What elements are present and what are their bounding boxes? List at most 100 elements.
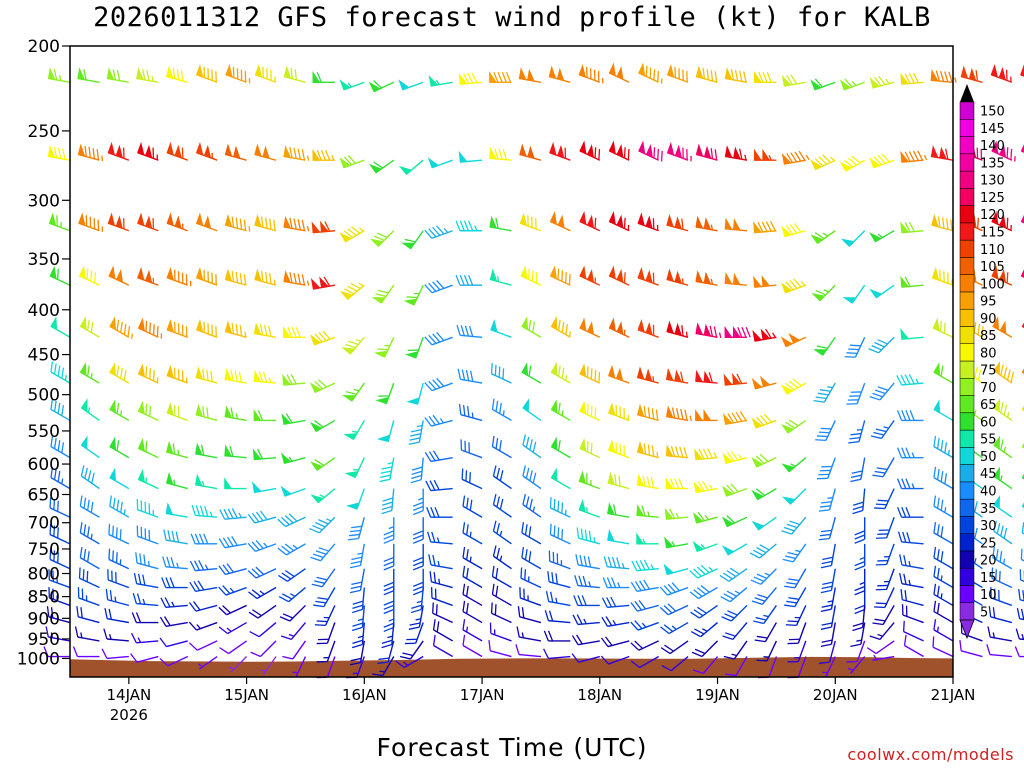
barb-feather (902, 531, 907, 543)
barb-flag (722, 452, 734, 464)
barb-feather (269, 218, 272, 230)
barb-half-feather (521, 632, 525, 638)
barb-shaft (460, 414, 483, 422)
barb-feather (917, 150, 924, 161)
colorbar-swatch (959, 308, 975, 327)
x-tick-sublabel: 2026 (110, 706, 148, 724)
barb-flag (724, 145, 733, 159)
barb-flag (732, 218, 741, 231)
wind-barb (137, 266, 159, 286)
barb-feather (268, 325, 272, 337)
barb-shaft (492, 446, 512, 459)
barb-flag (579, 317, 587, 332)
barb-half-feather (326, 518, 332, 522)
barb-flag (521, 362, 529, 377)
wind-barb (637, 212, 659, 232)
barb-feather (411, 470, 423, 475)
barb-flag (724, 217, 733, 230)
barb-feather (383, 581, 395, 587)
barb-feather (1010, 371, 1015, 383)
wind-barb (850, 622, 866, 648)
barb-feather (350, 560, 362, 565)
barb-feather (159, 657, 169, 667)
barb-half-feather (435, 79, 440, 85)
wind-barb (751, 375, 777, 390)
barb-shaft (903, 630, 924, 642)
barb-feather (852, 622, 864, 627)
wind-barb (281, 413, 306, 425)
wind-barb (900, 150, 928, 163)
barb-feather (248, 611, 259, 619)
barb-half-feather (61, 478, 64, 485)
barb-flag (341, 347, 356, 355)
barb-shaft (420, 457, 424, 480)
barb-feather (647, 407, 651, 419)
barb-feather (735, 411, 743, 422)
barb-feather (373, 161, 383, 169)
wind-barb (900, 275, 924, 288)
wind-barb (630, 579, 659, 593)
barb-feather (630, 602, 638, 612)
barb-feather (273, 219, 276, 231)
barb-feather (251, 589, 262, 597)
barb-feather (545, 590, 550, 602)
wind-barb (930, 69, 957, 83)
barb-feather (203, 533, 209, 545)
wind-barb (166, 364, 188, 384)
barb-feather (239, 218, 243, 230)
barb-flag (900, 150, 910, 163)
wind-barb (579, 140, 601, 161)
barb-feather (999, 551, 1003, 563)
barb-feather (756, 635, 768, 639)
barb-feather (436, 621, 440, 633)
credit-link[interactable]: coolwx.com/models (847, 745, 1014, 764)
wind-barb (518, 67, 542, 83)
wind-barb (572, 614, 600, 626)
wind-barb (578, 498, 601, 518)
barb-flag (842, 297, 857, 304)
barb-feather (127, 326, 131, 337)
wind-barb (424, 279, 453, 294)
wind-barb (601, 596, 630, 609)
barb-half-feather (502, 410, 505, 416)
barb-flag (489, 146, 497, 160)
barb-feather (901, 447, 907, 458)
y-tick-label: 600 (28, 455, 60, 475)
barb-feather (565, 272, 567, 284)
barb-feather (866, 647, 877, 655)
wind-barb (575, 554, 600, 570)
wind-barb (872, 605, 895, 626)
barb-feather (404, 238, 416, 243)
barb-feather (945, 148, 949, 160)
wind-barb (224, 368, 247, 384)
barb-shaft (521, 557, 542, 570)
barb-feather (351, 643, 363, 649)
barb-flag (550, 316, 558, 331)
barb-feather (436, 279, 445, 289)
wind-barb (309, 330, 336, 346)
barb-half-feather (471, 412, 474, 419)
wind-barb (692, 540, 718, 553)
wind-barb (665, 477, 689, 490)
wind-barb (751, 413, 777, 429)
wind-barb (79, 362, 100, 384)
wind-barb (462, 583, 483, 607)
barb-feather (251, 512, 260, 523)
colorbar-swatch (959, 239, 975, 258)
wind-barb (522, 493, 542, 518)
wind-barb (218, 621, 247, 635)
barb-half-feather (466, 626, 469, 633)
wind-barb (489, 146, 512, 161)
barb-shaft (989, 653, 1012, 658)
barb-feather (255, 566, 265, 575)
barb-feather (53, 438, 57, 449)
barb-feather (468, 325, 474, 337)
barb-half-feather (829, 156, 835, 162)
barb-feather (618, 475, 621, 487)
barb-shaft (518, 653, 541, 658)
wind-barb (753, 220, 777, 234)
wind-barb (960, 65, 983, 83)
barb-flag (48, 212, 57, 227)
barb-shaft (828, 517, 836, 539)
barb-feather (57, 365, 61, 377)
